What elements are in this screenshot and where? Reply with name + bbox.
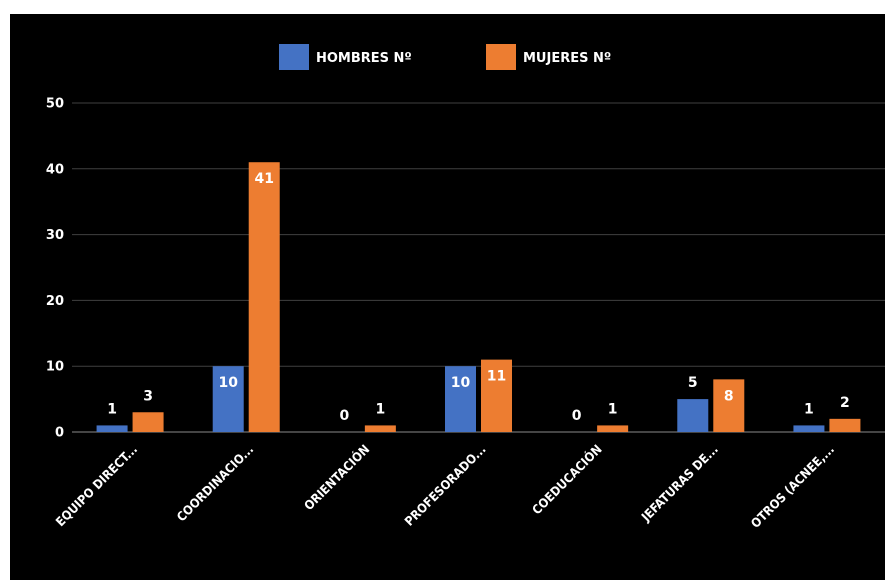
data-label: 0 (572, 408, 582, 424)
legend-swatch (486, 44, 516, 70)
legend-label: HOMBRES Nº (316, 51, 412, 66)
bar (481, 359, 512, 432)
bar (829, 418, 861, 432)
data-label: 0 (339, 408, 349, 424)
data-label: 10 (451, 375, 471, 391)
data-label: 1 (804, 401, 814, 417)
data-label: 41 (254, 171, 273, 187)
chart-background (10, 14, 885, 580)
y-tick-label: 10 (46, 360, 64, 375)
data-label: 10 (218, 375, 238, 391)
y-tick-label: 50 (46, 97, 64, 112)
bar (96, 425, 128, 432)
bar (677, 399, 709, 432)
bar (597, 425, 629, 432)
data-label: 1 (608, 401, 618, 417)
y-tick-label: 20 (46, 294, 64, 309)
legend-swatch (279, 44, 309, 70)
bar (132, 412, 164, 432)
y-tick-label: 30 (46, 228, 64, 243)
data-label: 2 (840, 395, 850, 411)
y-tick-label: 0 (55, 426, 64, 441)
legend-label: MUJERES Nº (523, 51, 611, 66)
bar (793, 425, 825, 432)
bar (212, 366, 244, 432)
data-label: 1 (375, 401, 385, 417)
data-label: 3 (143, 388, 153, 404)
bar (248, 162, 280, 432)
bar (445, 366, 476, 432)
data-label: 8 (724, 388, 734, 404)
data-label: 1 (107, 401, 117, 417)
bar (713, 379, 745, 432)
bar (364, 425, 396, 432)
data-label: 5 (688, 375, 698, 391)
data-label: 11 (487, 369, 506, 385)
y-tick-label: 40 (46, 162, 64, 177)
